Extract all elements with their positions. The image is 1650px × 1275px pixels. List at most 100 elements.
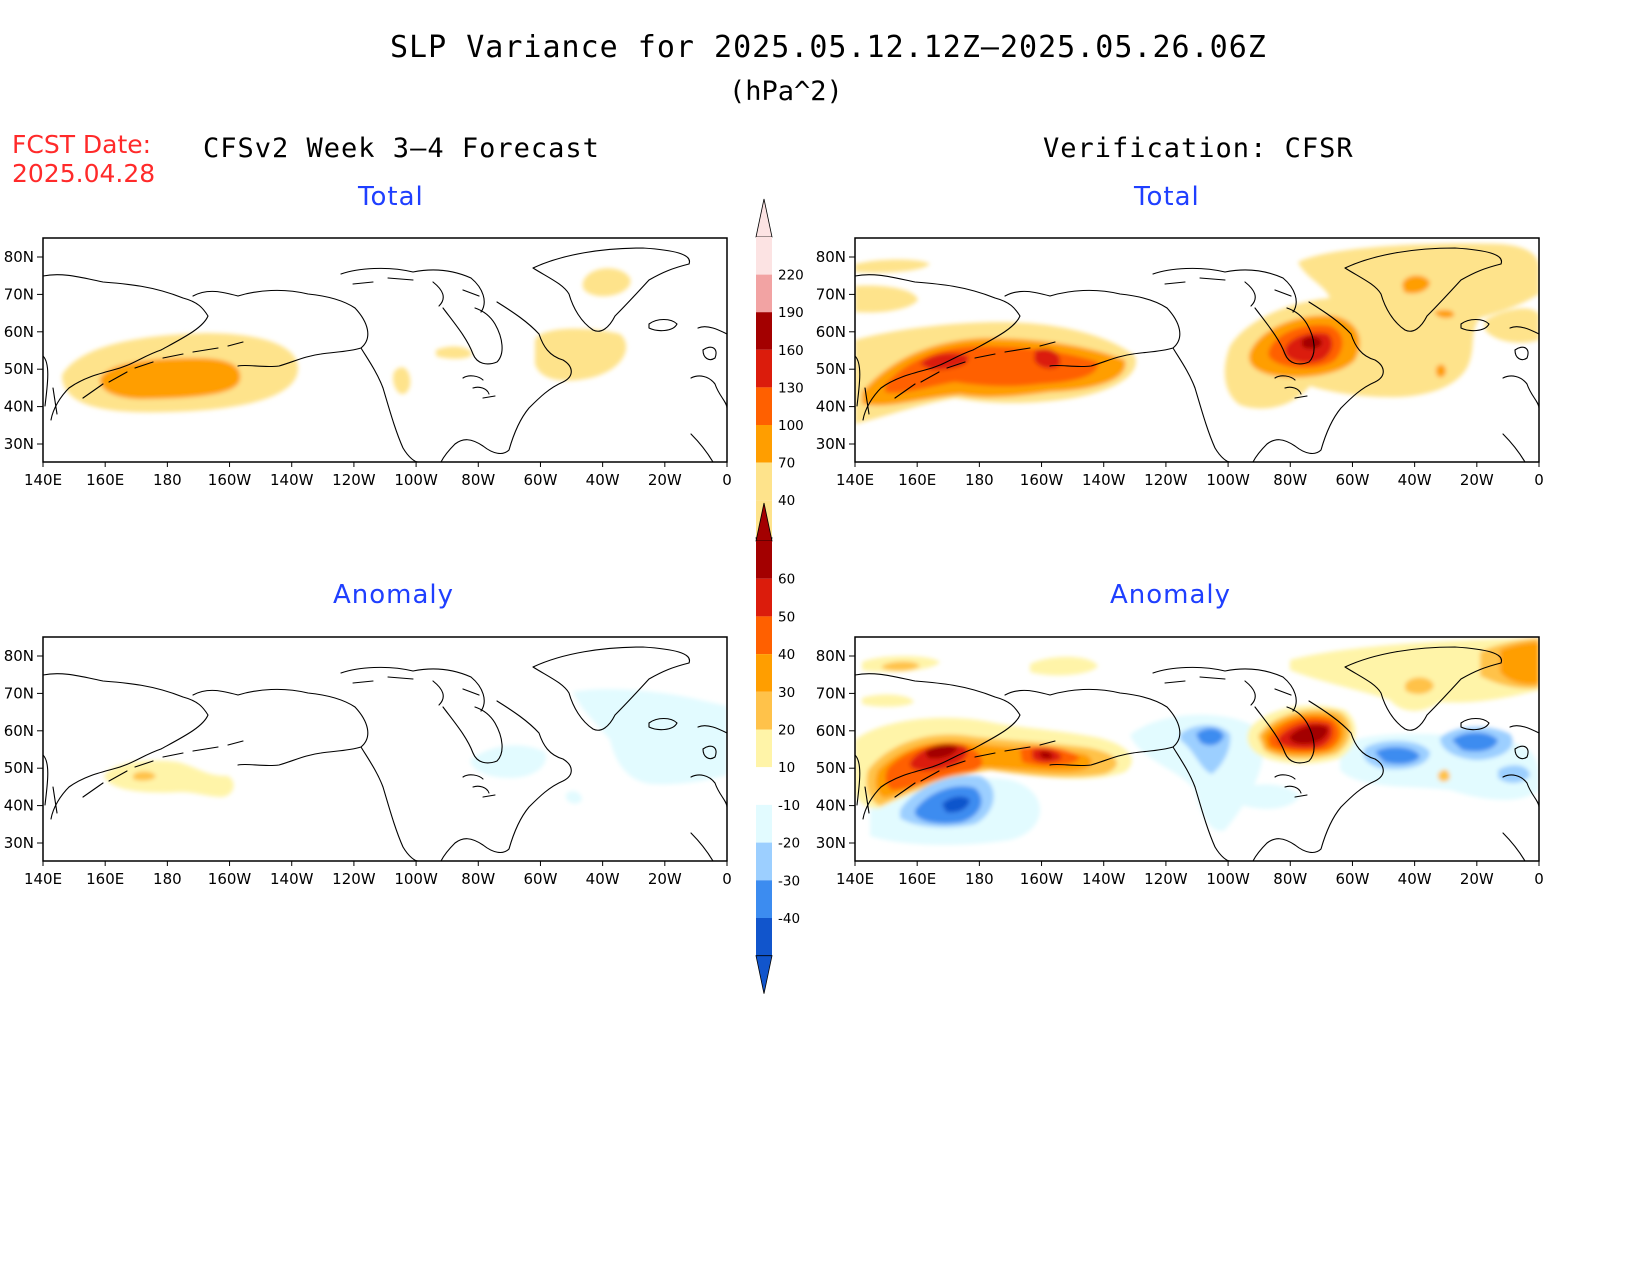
lon-tick-label: 60W bbox=[523, 870, 557, 888]
lat-tick-label: 80N bbox=[816, 248, 846, 266]
fill-40 bbox=[855, 259, 930, 273]
colorbar-label: 10 bbox=[778, 760, 795, 776]
lat-tick-label: 60N bbox=[4, 722, 34, 740]
colorbar-label: 70 bbox=[778, 456, 795, 472]
colorbar-segment bbox=[756, 349, 772, 388]
lat-tick-label: 40N bbox=[4, 398, 34, 416]
coastline bbox=[1004, 289, 1231, 462]
coastline bbox=[340, 666, 485, 712]
lon-tick-label: 40W bbox=[1398, 870, 1432, 888]
colorbar-segment bbox=[756, 274, 772, 313]
colorbar-label: 40 bbox=[778, 493, 795, 509]
lon-tick-label: 40W bbox=[586, 870, 620, 888]
fill-10 bbox=[862, 656, 1098, 707]
coastline bbox=[1502, 725, 1539, 808]
lon-tick-label: 120W bbox=[332, 870, 376, 888]
lon-tick-label: 80W bbox=[1273, 870, 1307, 888]
lat-tick-label: 40N bbox=[816, 797, 846, 815]
coastline bbox=[648, 318, 678, 332]
lon-tick-label: 60W bbox=[1335, 471, 1369, 489]
lat-tick-label: 60N bbox=[816, 323, 846, 341]
fill-60 bbox=[925, 744, 1053, 759]
coastline bbox=[690, 433, 714, 462]
lat-tick-label: 30N bbox=[816, 834, 846, 852]
lat-tick-label: 80N bbox=[4, 248, 34, 266]
coastline bbox=[462, 375, 496, 399]
map-panel-forecast-anomaly bbox=[42, 636, 728, 862]
axis-labels: 80N 70N 60N 50N 40N 30N 140E 160E 180 160W 140W 120… bbox=[4, 248, 1544, 888]
colorbar-label: -40 bbox=[778, 911, 800, 927]
colorbar-label: 100 bbox=[778, 418, 804, 434]
fill-neg40 bbox=[942, 796, 970, 813]
lat-tick-label: 80N bbox=[816, 647, 846, 665]
lon-tick-label: 60W bbox=[1335, 870, 1369, 888]
colorbar-anomaly: 60 50 40 30 20 10 -10 -20 -30 -40 bbox=[755, 502, 800, 994]
colorbar-segment bbox=[756, 425, 772, 463]
lon-tick-label: 80W bbox=[1273, 471, 1307, 489]
map-panel-forecast-total bbox=[42, 237, 728, 463]
lon-tick-label: 140E bbox=[24, 870, 62, 888]
lon-tick-label: 80W bbox=[461, 471, 495, 489]
lat-tick-label: 50N bbox=[4, 360, 34, 378]
colorbar-segment bbox=[756, 462, 772, 501]
fill-neg30 bbox=[1375, 747, 1420, 764]
lon-tick-label: 160E bbox=[898, 471, 936, 489]
fill-40 bbox=[855, 285, 918, 313]
lon-tick-label: 160E bbox=[86, 471, 124, 489]
colorbar-label: -20 bbox=[778, 836, 800, 852]
colorbar-segment bbox=[756, 804, 772, 843]
coastline bbox=[855, 355, 870, 415]
coastline bbox=[43, 274, 209, 421]
colorbar-segment bbox=[756, 387, 772, 425]
lat-tick-label: 80N bbox=[4, 647, 34, 665]
fill-10 bbox=[1290, 638, 1539, 711]
lat-tick-label: 70N bbox=[4, 285, 34, 303]
colorbar-label: -10 bbox=[778, 798, 800, 814]
coastline bbox=[690, 326, 727, 409]
fill-neg10 bbox=[573, 689, 727, 785]
colorbar-label: 40 bbox=[778, 647, 795, 663]
lat-tick-label: 30N bbox=[4, 435, 34, 453]
fcst-date-label: FCST Date: bbox=[12, 130, 152, 159]
lon-tick-label: 0 bbox=[722, 471, 732, 489]
lon-tick-label: 100W bbox=[394, 471, 438, 489]
coastline bbox=[894, 341, 1056, 399]
lon-tick-label: 100W bbox=[394, 870, 438, 888]
colorbar-label: 60 bbox=[778, 572, 795, 588]
coastline bbox=[43, 673, 209, 820]
lon-tick-label: 180 bbox=[965, 471, 994, 489]
lat-tick-label: 30N bbox=[816, 435, 846, 453]
colorbar-segment bbox=[756, 842, 772, 881]
colorbar-label: 130 bbox=[778, 380, 804, 396]
coastline bbox=[1254, 307, 1315, 365]
lon-tick-label: 100W bbox=[1206, 870, 1250, 888]
colorbar-top-arrow bbox=[755, 198, 773, 238]
fill-130 bbox=[920, 348, 1061, 370]
lon-tick-label: 20W bbox=[1460, 471, 1494, 489]
lon-tick-label: 40W bbox=[1398, 471, 1432, 489]
map-panel-verification-total bbox=[854, 237, 1540, 463]
coastline bbox=[855, 754, 870, 814]
colorbar-segment bbox=[756, 237, 772, 275]
colorbar-segment bbox=[756, 541, 772, 579]
coastline bbox=[442, 706, 503, 764]
coastline bbox=[462, 774, 496, 798]
lon-tick-label: 20W bbox=[1460, 870, 1494, 888]
coastline bbox=[1252, 301, 1384, 462]
colorbar-segment bbox=[756, 729, 772, 768]
fill-70 bbox=[1402, 275, 1455, 378]
lon-tick-label: 180 bbox=[965, 870, 994, 888]
panel-title-verification-anomaly: Anomaly bbox=[1110, 580, 1232, 610]
panel-title-verification-total: Total bbox=[1134, 182, 1200, 212]
colorbar-segment bbox=[756, 578, 772, 617]
lon-tick-label: 140E bbox=[836, 471, 874, 489]
lat-tick-label: 70N bbox=[816, 285, 846, 303]
lon-tick-label: 160W bbox=[1020, 471, 1064, 489]
figure-title: SLP Variance for 2025.05.12.12Z–2025.05.… bbox=[390, 30, 1267, 65]
fcst-date-value: 2025.04.28 bbox=[12, 159, 156, 188]
coastline bbox=[532, 247, 690, 332]
lon-tick-label: 120W bbox=[1144, 471, 1188, 489]
coastline bbox=[1460, 717, 1490, 731]
lon-tick-label: 80W bbox=[461, 870, 495, 888]
